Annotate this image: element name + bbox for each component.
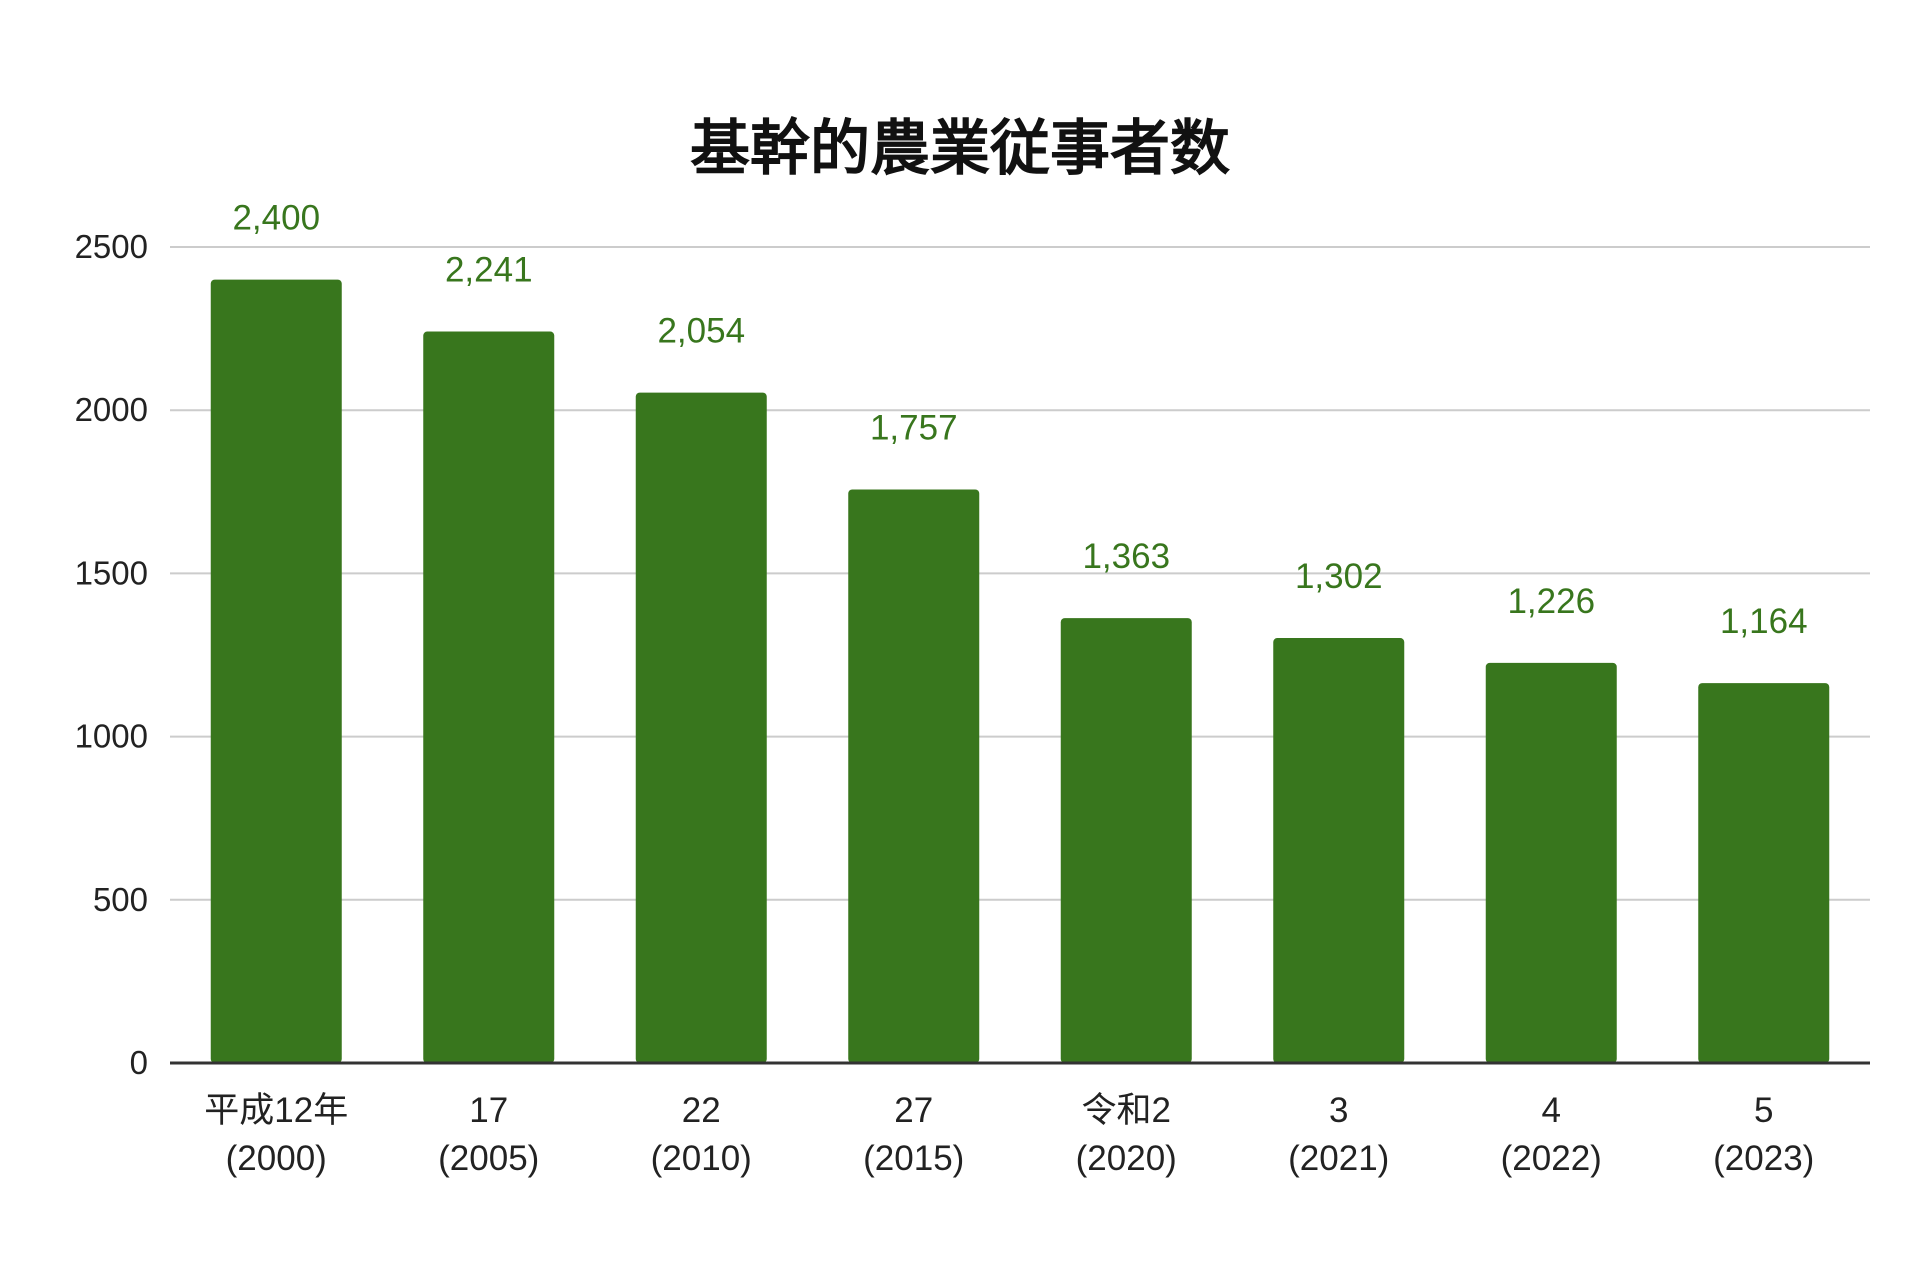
y-tick-label: 2000 [75,391,148,428]
bar [210,279,342,1063]
x-tick-label: 平成12年 [204,1091,348,1130]
x-tick-sublabel: (2015) [863,1139,964,1178]
x-tick-sublabel: (2000) [226,1139,327,1178]
x-tick-sublabel: (2023) [1713,1139,1814,1178]
data-labels: 2,400 2,241 2,054 1,757 1,363 1,302 1,226 1,164 [232,199,1807,641]
x-tick-sublabel: (2021) [1288,1139,1389,1178]
x-tick-label: 5 [1754,1091,1773,1130]
x-tick-sublabel: (2010) [651,1139,752,1178]
x-tick-label: 令和2 [1082,1091,1171,1130]
data-label: 1,363 [1082,537,1170,576]
bars [210,279,1830,1063]
x-tick-label: 4 [1542,1091,1561,1130]
x-tick-label: 22 [682,1091,721,1130]
x-tick-label: 27 [894,1091,933,1130]
bar [848,489,980,1063]
x-tick-sublabel: (2020) [1076,1139,1177,1178]
chart-title: 基幹的農業従事者数 [690,114,1230,184]
bar [635,392,767,1063]
data-label: 2,054 [657,312,745,351]
bar [423,331,555,1063]
x-tick-sublabel: (2005) [438,1139,539,1178]
y-tick-label: 1000 [75,718,148,755]
bar [1273,638,1405,1063]
data-label: 1,757 [870,409,958,448]
x-tick-label: 17 [469,1091,508,1130]
x-tick-label: 3 [1329,1091,1348,1130]
bar [1485,662,1617,1063]
data-label: 1,164 [1720,602,1808,641]
data-label: 2,241 [445,251,533,290]
bar [1698,683,1830,1063]
data-label: 1,226 [1507,582,1595,621]
y-axis-tick-labels: 0 500 1000 1500 2000 2500 [75,228,148,1081]
x-axis-tick-labels: 平成12年 (2000) 17 (2005) 22 (2010) 27 (2015) 令和2 (2… [204,1091,1814,1178]
y-tick-label: 500 [93,881,148,918]
data-label: 2,400 [232,199,320,238]
y-tick-label: 2500 [75,228,148,265]
bar [1060,618,1192,1063]
data-label: 1,302 [1295,557,1383,596]
x-tick-sublabel: (2022) [1501,1139,1602,1178]
y-tick-label: 0 [130,1044,148,1081]
y-tick-label: 1500 [75,554,148,591]
